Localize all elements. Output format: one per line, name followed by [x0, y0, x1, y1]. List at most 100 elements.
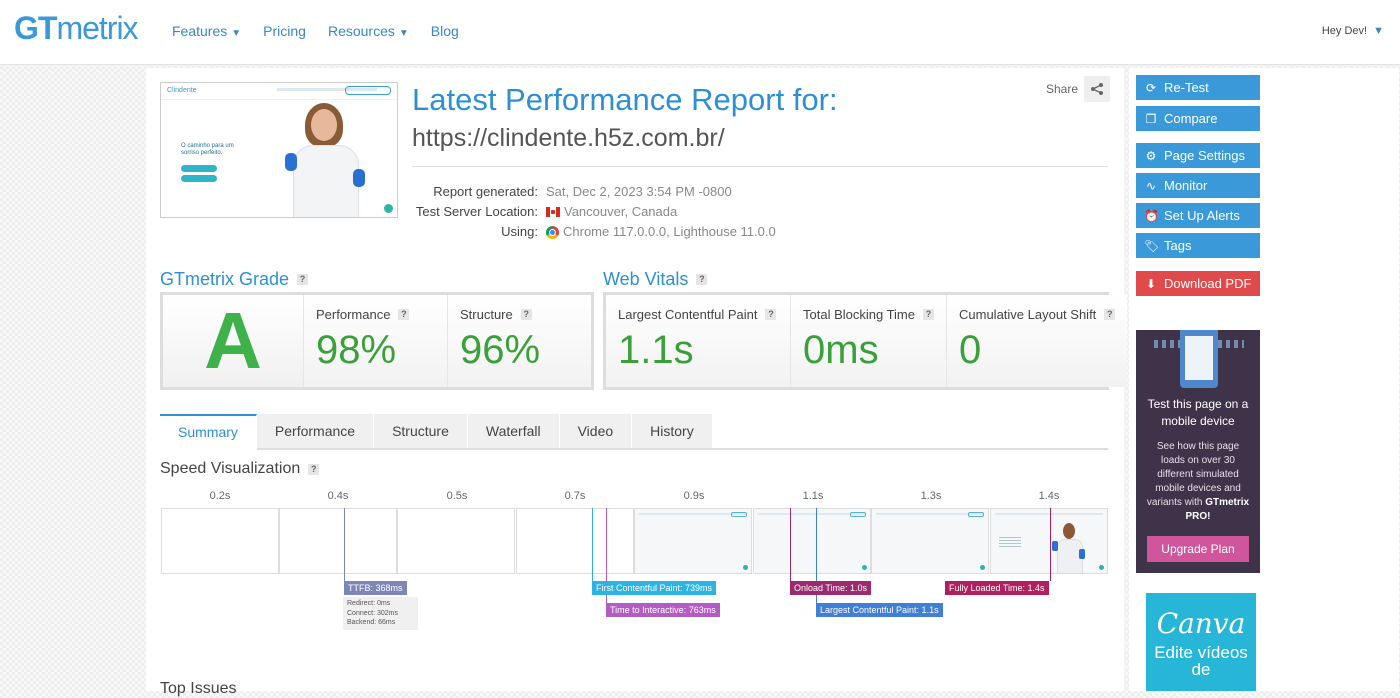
- help-icon[interactable]: ?: [696, 274, 708, 285]
- copy-icon: ❐: [1145, 111, 1157, 126]
- tab-waterfall[interactable]: Waterfall: [467, 414, 560, 448]
- page-screenshot-thumbnail[interactable]: Clindente O caminho para um sorriso perf…: [160, 82, 398, 218]
- tbt-label: Total Blocking Time?: [803, 307, 934, 322]
- chevron-down-icon: ▼: [231, 28, 242, 39]
- cls-label-text: Cumulative Layout Shift: [959, 307, 1097, 322]
- chevron-down-icon: ▼: [398, 28, 409, 39]
- download-pdf-button[interactable]: ⬇ Download PDF: [1136, 271, 1260, 296]
- help-icon[interactable]: ?: [1104, 309, 1116, 320]
- share-icon[interactable]: [1084, 76, 1111, 102]
- filmstrip-frame[interactable]: [279, 508, 397, 574]
- generated-value-text: Sat, Dec 2, 2023 3:54 PM -0800: [546, 184, 732, 199]
- thumb-glove-left: [285, 153, 297, 171]
- onload-marker[interactable]: Onload Time: 1.0s: [790, 581, 872, 595]
- filmstrip-frame[interactable]: [990, 508, 1108, 574]
- speed-heading-text: Speed Visualization: [160, 460, 301, 477]
- tick-label: 0.4s: [327, 490, 349, 502]
- frame-header: [995, 513, 1103, 515]
- retest-button[interactable]: ⟳ Re-Test: [1136, 75, 1260, 100]
- cls-metric: Cumulative Layout Shift? 0: [947, 295, 1128, 387]
- tab-history[interactable]: History: [632, 414, 713, 448]
- monitor-button[interactable]: ∿ Monitor: [1136, 173, 1260, 198]
- help-icon[interactable]: ?: [297, 274, 309, 285]
- report-meta: Report generated: Sat, Dec 2, 2023 3:54 …: [412, 182, 776, 242]
- tick-label: 0.9s: [683, 490, 705, 502]
- report-url: https://clindente.h5z.com.br/: [412, 124, 725, 152]
- filmstrip-frame[interactable]: [753, 508, 871, 574]
- title-divider: [412, 166, 1108, 167]
- nav-features[interactable]: Features ▼: [172, 23, 241, 39]
- tab-performance[interactable]: Performance: [256, 414, 375, 448]
- thumb-cta-1: [181, 165, 217, 172]
- help-icon[interactable]: ?: [520, 309, 532, 320]
- filmstrip-frame[interactable]: [871, 508, 989, 574]
- frame-glove: [1052, 541, 1058, 551]
- report-panel: Clindente O caminho para um sorriso perf…: [146, 68, 1128, 697]
- timeline-ticks: 0.2s 0.4s 0.5s 0.7s 0.9s 1.1s 1.3s 1.4s: [146, 490, 1124, 504]
- tab-structure[interactable]: Structure: [374, 414, 468, 448]
- generated-value: Sat, Dec 2, 2023 3:54 PM -0800: [546, 182, 732, 202]
- thumb-coat: [293, 145, 359, 217]
- tags-button[interactable]: 🏷 Tags: [1136, 233, 1260, 258]
- frame-dot: [1099, 565, 1104, 570]
- filmstrip: [161, 508, 1109, 574]
- canva-logo: Canva: [1156, 607, 1246, 640]
- help-icon[interactable]: ?: [398, 309, 410, 320]
- frame-dentist-image: [1052, 523, 1085, 573]
- filmstrip-frame[interactable]: [397, 508, 515, 574]
- tab-summary[interactable]: Summary: [160, 414, 257, 450]
- lcp-marker[interactable]: Largest Contentful Paint: 1.1s: [816, 603, 943, 617]
- nav-resources[interactable]: Resources ▼: [328, 23, 409, 39]
- ttfb-line: [344, 508, 345, 581]
- frame-dot: [862, 565, 867, 570]
- tab-video[interactable]: Video: [559, 414, 633, 448]
- using-label: Using:: [501, 224, 538, 239]
- canada-flag-icon: [546, 207, 560, 217]
- tick-label: 0.5s: [446, 490, 468, 502]
- tti-line: [606, 508, 607, 603]
- compare-label: Compare: [1164, 111, 1218, 126]
- frame-header: [876, 513, 984, 515]
- performance-value: 98%: [316, 328, 397, 372]
- filmstrip-frame[interactable]: [161, 508, 279, 574]
- upgrade-plan-button[interactable]: Upgrade Plan: [1147, 536, 1249, 562]
- fcp-marker[interactable]: First Contentful Paint: 739ms: [592, 581, 717, 595]
- help-icon[interactable]: ?: [308, 463, 320, 475]
- frame-hair: [1063, 523, 1075, 539]
- tti-marker[interactable]: Time to Interactive: 763ms: [606, 603, 720, 617]
- fully-loaded-marker[interactable]: Fully Loaded Time: 1.4s: [945, 581, 1049, 595]
- thumb-whatsapp-icon: [384, 204, 393, 213]
- user-menu[interactable]: Hey Dev! ▼: [1322, 25, 1384, 37]
- compare-button[interactable]: ❐ Compare: [1136, 106, 1260, 131]
- thumb-face: [311, 109, 337, 141]
- share-control[interactable]: Share: [1046, 76, 1111, 102]
- frame-header: [639, 513, 747, 515]
- pdf-label: Download PDF: [1164, 276, 1252, 291]
- structure-label: Structure?: [460, 307, 579, 322]
- cls-label: Cumulative Layout Shift?: [959, 307, 1116, 322]
- set-up-alerts-button[interactable]: ⏰ Set Up Alerts: [1136, 203, 1260, 228]
- cls-value: 0: [959, 328, 982, 372]
- structure-value: 96%: [460, 328, 541, 372]
- logo-metrix: metrix: [56, 10, 138, 46]
- structure-label-text: Structure: [460, 307, 513, 322]
- report-title: Latest Performance Report for:: [412, 82, 838, 117]
- generated-label: Report generated:: [433, 184, 538, 199]
- refresh-icon: ⟳: [1145, 80, 1157, 95]
- retest-label: Re-Test: [1164, 80, 1209, 95]
- nav-features-label: Features: [172, 23, 228, 39]
- help-icon[interactable]: ?: [765, 309, 777, 320]
- canva-ad[interactable]: Canva Edite vídeos de: [1146, 593, 1256, 691]
- filmstrip-frame[interactable]: [634, 508, 752, 574]
- nav-pricing[interactable]: Pricing: [263, 23, 306, 39]
- share-label: Share: [1046, 82, 1079, 96]
- filmstrip-frame[interactable]: [516, 508, 634, 574]
- gtmetrix-logo[interactable]: GTmetrix: [14, 10, 139, 47]
- nav-blog[interactable]: Blog: [430, 23, 459, 39]
- alerts-label: Set Up Alerts: [1164, 208, 1240, 223]
- help-icon[interactable]: ?: [923, 309, 934, 320]
- chevron-down-icon: ▼: [1373, 25, 1384, 37]
- ttfb-marker[interactable]: TTFB: 368ms: [344, 581, 407, 595]
- canva-ad-text: Edite vídeos de: [1154, 643, 1248, 679]
- page-settings-button[interactable]: ⚙ Page Settings: [1136, 143, 1260, 168]
